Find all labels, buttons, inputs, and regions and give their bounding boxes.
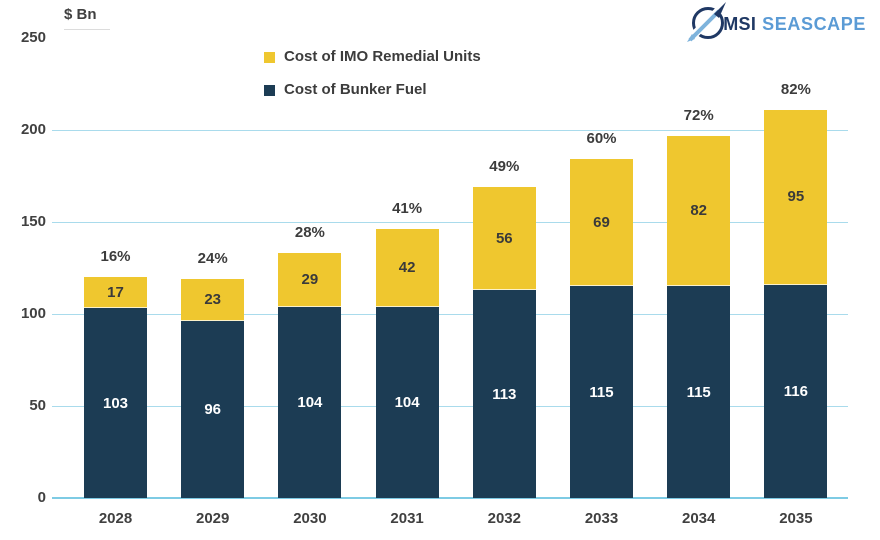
x-tick-label-2031: 2031	[390, 510, 424, 527]
bar-value-label: 82	[690, 201, 708, 219]
total-percent-label: 24%	[197, 250, 228, 268]
bar-segment-bunker-fuel: 104	[278, 306, 342, 498]
bar-segment-bunker-fuel: 104	[375, 306, 439, 498]
bar-value-label: 104	[394, 393, 420, 411]
bar-segment-imo-remedial: 82	[667, 135, 731, 287]
y-tick-label-150: 150	[20, 213, 46, 230]
y-tick-label-200: 200	[20, 121, 46, 138]
bar-segment-imo-remedial: 23	[181, 279, 245, 322]
top-gridline-fragment	[64, 29, 110, 30]
total-percent-label: 28%	[294, 224, 325, 242]
bar-value-label: 115	[589, 383, 614, 401]
bar-segment-bunker-fuel: 115	[570, 286, 633, 498]
gridline-50	[52, 406, 848, 407]
logo-text-msi: MSI	[723, 14, 757, 34]
y-tick-label-250: 250	[20, 29, 46, 46]
bar-segment-bunker-fuel: 113	[472, 290, 536, 498]
legend-swatch-bunker-fuel	[264, 84, 275, 96]
total-percent-label: 82%	[780, 80, 811, 98]
y-tick-label-100: 100	[20, 305, 46, 322]
bar-value-label: 96	[204, 401, 222, 419]
bar-segment-imo-remedial: 42	[375, 229, 439, 307]
x-tick-label-2032: 2032	[487, 510, 521, 527]
bar-segment-bunker-fuel: 103	[84, 308, 147, 498]
legend-swatch-imo-remedial	[264, 51, 275, 63]
bar-value-label: 113	[492, 385, 517, 403]
bar-value-label: 42	[398, 258, 416, 276]
y-tick-label-50: 50	[29, 397, 46, 414]
bar-segment-imo-remedial: 17	[84, 277, 147, 309]
bar-value-label: 23	[204, 291, 222, 309]
bar-value-label: 103	[102, 394, 129, 412]
bar-segment-bunker-fuel: 115	[667, 286, 731, 498]
x-tick-label-2034: 2034	[682, 510, 716, 527]
bar-value-label: 95	[787, 188, 805, 206]
bar-segment-imo-remedial: 56	[472, 187, 536, 291]
bar-value-label: 104	[297, 393, 323, 411]
legend: Cost of IMO Remedial Units Cost of Bunke…	[264, 47, 481, 100]
x-tick-label-2033: 2033	[584, 510, 619, 527]
bar-value-label: 29	[301, 270, 319, 288]
total-percent-label: 41%	[392, 200, 423, 218]
x-tick-label-2029: 2029	[196, 510, 230, 527]
bar-value-label: 115	[686, 383, 711, 401]
bar-segment-bunker-fuel: 96	[181, 321, 245, 498]
legend-item-imo-remedial: Cost of IMO Remedial Units	[264, 47, 481, 67]
bar-segment-imo-remedial: 29	[278, 253, 342, 307]
bar-segment-bunker-fuel: 116	[764, 284, 828, 498]
x-tick-label-2030: 2030	[293, 510, 327, 527]
y-axis-title: $ Bn	[64, 6, 97, 23]
bar-segment-imo-remedial: 69	[570, 159, 633, 287]
legend-label-bunker-fuel: Cost of Bunker Fuel	[284, 81, 427, 98]
legend-label-imo-remedial: Cost of IMO Remedial Units	[284, 48, 481, 65]
bar-segment-imo-remedial: 95	[764, 109, 828, 285]
bar-value-label: 56	[495, 229, 513, 247]
bar-value-label: 116	[783, 382, 808, 400]
gridline-100	[52, 314, 848, 315]
y-tick-label-0: 0	[37, 489, 46, 506]
total-percent-label: 60%	[586, 130, 617, 148]
x-tick-label-2028: 2028	[98, 510, 133, 527]
total-percent-label: 16%	[100, 248, 131, 266]
total-percent-label: 72%	[683, 106, 714, 124]
bar-value-label: 69	[593, 213, 610, 231]
logo-text-seascape: SEASCAPE	[762, 14, 866, 34]
gridline-150	[52, 222, 848, 223]
compass-needle-icon	[684, 1, 730, 47]
gridline-200	[52, 130, 848, 131]
total-percent-label: 49%	[489, 158, 520, 176]
x-tick-label-2035: 2035	[779, 510, 813, 527]
x-axis-line	[52, 497, 848, 499]
bar-value-label: 17	[107, 283, 124, 301]
brand-logo: MSI SEASCAPE	[684, 1, 866, 47]
legend-item-bunker-fuel: Cost of Bunker Fuel	[264, 80, 481, 100]
